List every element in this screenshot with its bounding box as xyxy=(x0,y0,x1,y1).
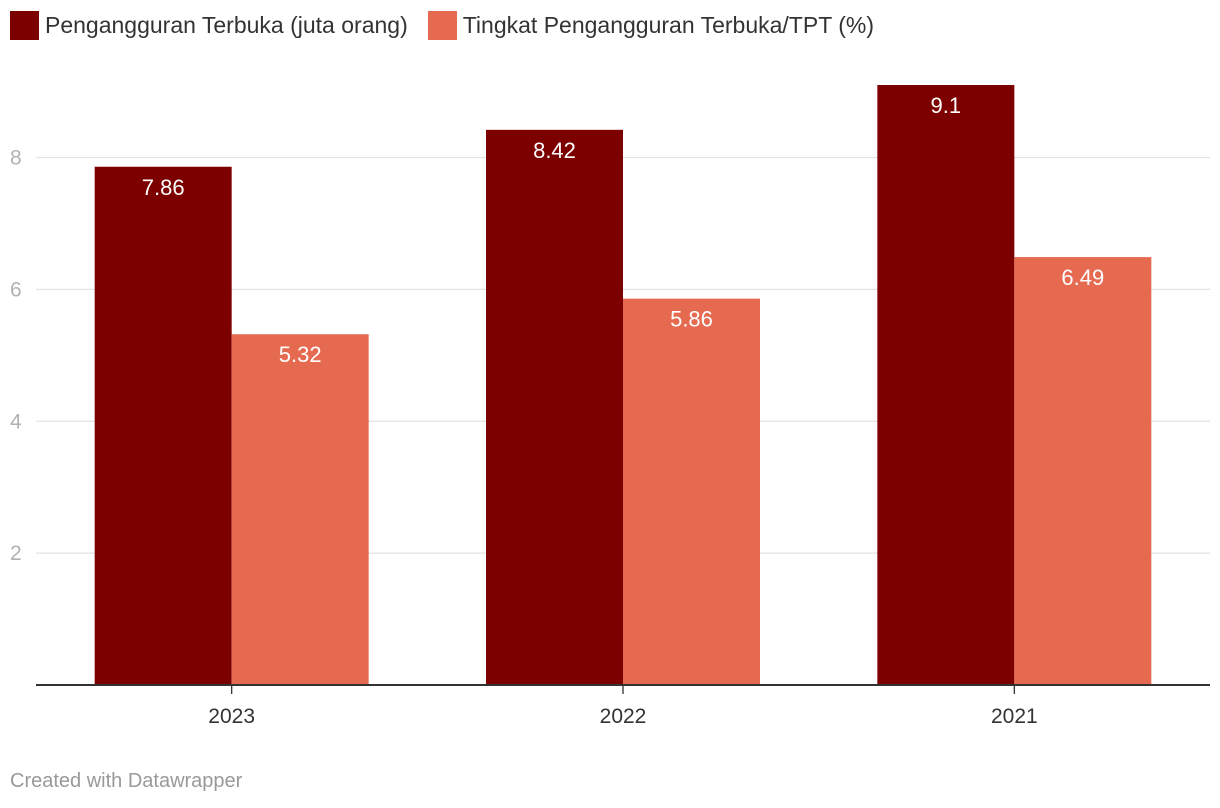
bar xyxy=(231,334,369,685)
legend-swatch-series-1 xyxy=(10,10,39,40)
bar-value-label: 9.1 xyxy=(931,93,962,118)
x-tick-label: 2021 xyxy=(991,705,1038,728)
bar xyxy=(94,166,232,685)
x-tick-label: 2022 xyxy=(600,705,647,728)
legend-label-series-1: Pengangguran Terbuka (juta orang) xyxy=(45,11,408,38)
bar xyxy=(877,85,1015,685)
legend-label-series-2: Tingkat Pengangguran Terbuka/TPT (%) xyxy=(462,11,874,38)
bar xyxy=(1014,257,1152,685)
y-tick-label: 8 xyxy=(10,147,22,170)
y-tick-label: 6 xyxy=(10,278,22,301)
legend-item-series-2: Tingkat Pengangguran Terbuka/TPT (%) xyxy=(427,10,874,40)
bar-value-label: 5.32 xyxy=(279,342,322,367)
bar xyxy=(486,129,623,686)
legend-swatch-series-2 xyxy=(427,10,457,40)
bar-value-label: 6.49 xyxy=(1061,265,1104,290)
footer-credit: Created with Datawrapper xyxy=(10,770,243,792)
y-tick-label: 4 xyxy=(10,410,22,433)
legend-item-series-1: Pengangguran Terbuka (juta orang) xyxy=(10,10,408,40)
bar xyxy=(623,298,760,685)
bar-chart: 2 4 6 8 7.86 5.32 2023 8.42 5.86 2022 9.1 6.49 2021 xyxy=(10,85,1210,728)
bar-value-label: 8.42 xyxy=(533,138,576,163)
y-tick-label: 2 xyxy=(10,542,22,565)
chart-legend: Pengangguran Terbuka (juta orang) Tingka… xyxy=(10,10,894,40)
bar-value-label: 5.86 xyxy=(670,307,713,332)
bar-value-label: 7.86 xyxy=(142,175,185,200)
x-tick-label: 2023 xyxy=(208,705,255,728)
